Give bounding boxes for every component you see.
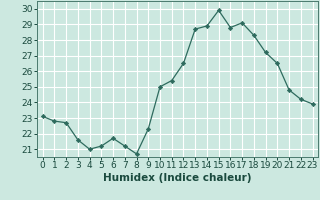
X-axis label: Humidex (Indice chaleur): Humidex (Indice chaleur)	[103, 173, 252, 183]
